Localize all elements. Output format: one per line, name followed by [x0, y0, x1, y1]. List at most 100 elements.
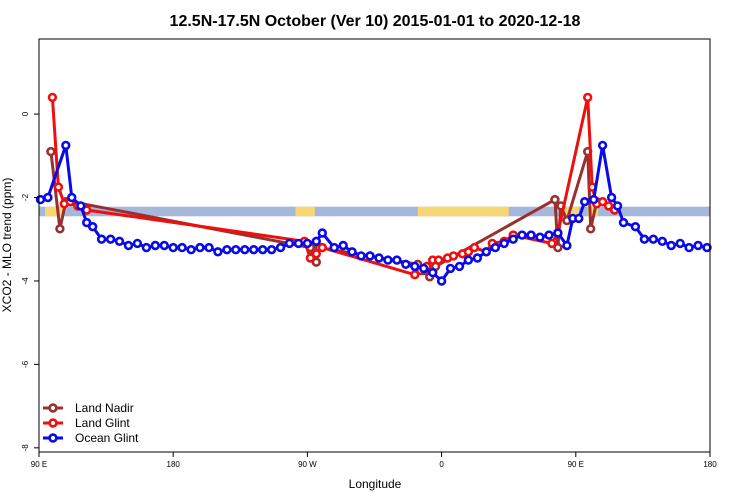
- data-point: [666, 240, 676, 251]
- land-segment-0: [44, 206, 63, 217]
- y-tick-label-0: 0: [21, 111, 30, 116]
- data-point: [311, 236, 321, 247]
- legend-label: Land Nadir: [75, 401, 134, 415]
- data-point: [168, 242, 178, 253]
- data-point: [67, 192, 77, 203]
- data-point: [43, 192, 53, 203]
- data-point: [159, 240, 170, 251]
- data-point: [55, 224, 65, 234]
- series-2: [35, 140, 712, 286]
- data-point: [550, 194, 560, 205]
- data-point: [702, 242, 712, 253]
- data-point: [258, 245, 268, 255]
- land-segment-1: [295, 206, 315, 217]
- data-point: [76, 201, 86, 211]
- data-point: [419, 263, 429, 274]
- x-tick-label-1: 180: [167, 460, 181, 469]
- data-point: [585, 224, 596, 234]
- data-point: [535, 232, 545, 242]
- data-point: [105, 234, 116, 244]
- legend-marker: [48, 403, 58, 413]
- legend-item-0: Land Nadir: [43, 401, 134, 415]
- data-point: [186, 245, 196, 255]
- data-point: [630, 222, 641, 232]
- plot-frame: [38, 38, 711, 453]
- legend-marker: [48, 418, 58, 428]
- x-tick-label-3: 0: [439, 460, 444, 469]
- legend-marker: [48, 433, 58, 443]
- data-point: [87, 222, 98, 232]
- legend-label: Ocean Glint: [75, 431, 139, 445]
- data-point: [574, 213, 584, 224]
- data-point: [472, 253, 483, 263]
- x-tick-label-4: 90 E: [568, 460, 584, 469]
- data-point: [356, 251, 366, 261]
- data-point: [508, 234, 518, 244]
- data-point: [597, 197, 608, 207]
- x-axis-label: Longitude: [349, 477, 402, 491]
- data-point: [517, 230, 527, 240]
- data-point: [177, 242, 187, 253]
- data-point: [463, 255, 474, 265]
- data-point: [46, 146, 56, 157]
- legend-label: Land Glint: [75, 416, 130, 430]
- data-point: [392, 255, 402, 265]
- y-tick-label-4: -8: [21, 444, 30, 452]
- x-tick-label-2: 90 W: [298, 460, 317, 469]
- legend-item-1: Land Glint: [43, 416, 130, 430]
- data-point: [266, 245, 277, 255]
- data-point: [302, 238, 313, 249]
- data-point: [231, 245, 241, 255]
- data-point: [410, 261, 420, 272]
- data-point: [436, 276, 447, 286]
- data-point: [311, 257, 321, 267]
- data-point: [240, 245, 250, 255]
- data-point: [195, 242, 205, 253]
- data-point: [317, 228, 327, 238]
- data-point: [490, 242, 500, 253]
- data-point: [639, 234, 650, 244]
- data-point: [141, 242, 152, 253]
- data-point: [132, 238, 143, 249]
- y-tick-label-1: -2: [21, 193, 30, 201]
- data-point: [410, 270, 420, 280]
- data-point: [53, 182, 64, 192]
- data-point: [499, 238, 509, 249]
- data-point: [597, 140, 608, 151]
- land-segment-4: [587, 206, 599, 217]
- data-point: [445, 263, 456, 274]
- data-point: [675, 238, 685, 249]
- data-point: [347, 247, 357, 257]
- land-segment-2: [417, 206, 509, 217]
- data-point: [96, 234, 107, 244]
- data-point: [401, 259, 411, 269]
- data-point: [317, 242, 327, 253]
- chart-title: 12.5N-17.5N October (Ver 10) 2015-01-01 …: [170, 13, 581, 30]
- data-point: [150, 240, 161, 251]
- data-point: [293, 238, 304, 249]
- series-layer: [35, 92, 712, 286]
- data-point: [428, 267, 438, 278]
- data-point: [249, 245, 259, 255]
- data-point: [547, 238, 557, 249]
- y-tick-label-2: -4: [21, 277, 30, 285]
- data-point: [526, 230, 536, 240]
- data-point: [338, 240, 348, 251]
- data-point: [311, 249, 321, 259]
- data-point: [204, 242, 214, 253]
- data-point: [657, 236, 667, 247]
- data-point: [582, 92, 593, 103]
- data-point: [603, 201, 614, 211]
- axes: 90 E 180 90 W 0 90 E 180 0 -2 -4 -6 -8: [21, 111, 717, 469]
- data-point: [684, 242, 694, 253]
- data-point: [544, 230, 554, 240]
- data-point: [365, 251, 375, 261]
- data-point: [612, 201, 623, 211]
- data-point: [469, 242, 480, 253]
- data-point: [553, 228, 563, 238]
- x-tick-label-0: 90 E: [31, 460, 47, 469]
- data-point: [123, 240, 134, 251]
- data-point: [648, 234, 658, 244]
